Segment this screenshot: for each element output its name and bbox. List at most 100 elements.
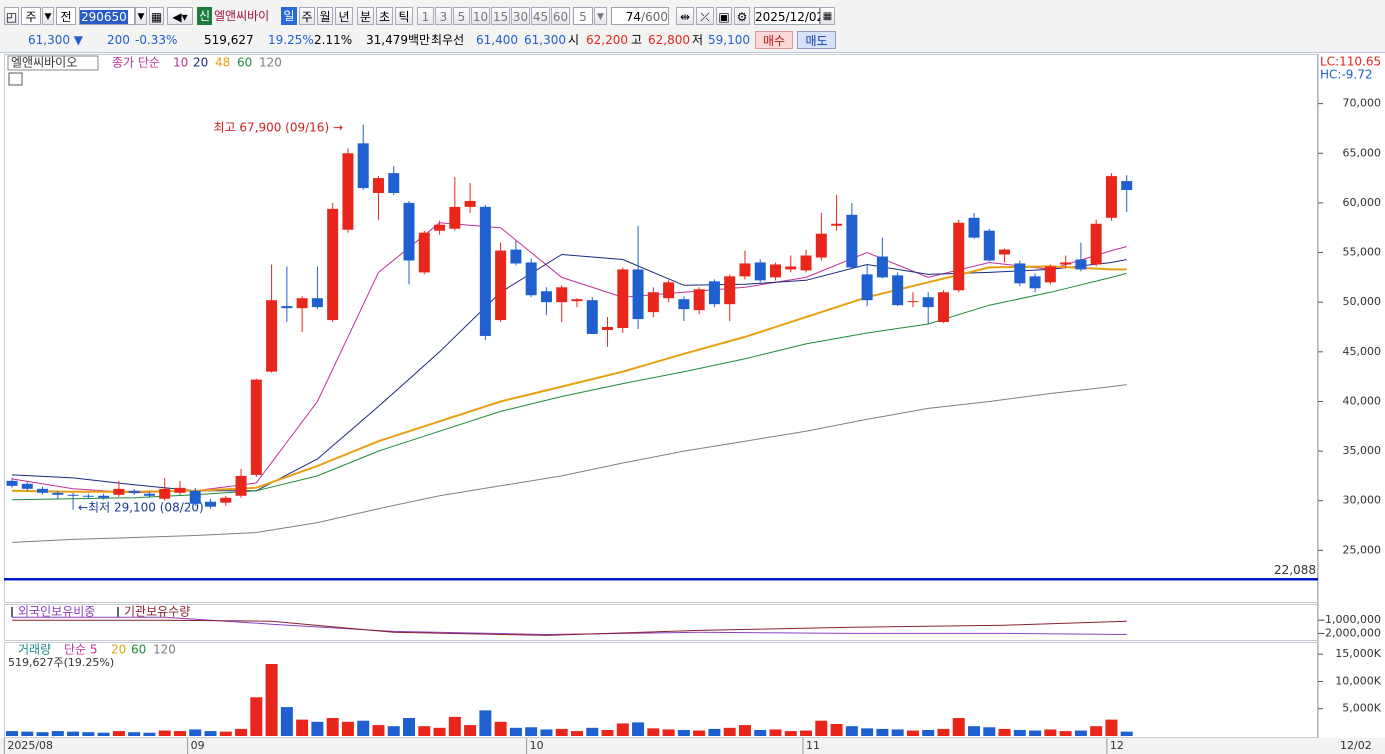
y-tick-label: 15,000K: [1335, 647, 1381, 660]
y-tick-label: 50,000: [1343, 295, 1382, 308]
volume-ma-period: 60: [131, 643, 146, 657]
candle-body: [1105, 176, 1117, 218]
candle-body: [403, 202, 415, 261]
candle-body: [571, 299, 583, 302]
icon[interactable]: [8, 72, 23, 86]
candle-body: [1044, 266, 1056, 283]
search[interactable]: ▦: [149, 7, 164, 25]
volume-bar: [173, 731, 186, 736]
tool[interactable]: ⤫: [696, 7, 714, 25]
volume-bar: [708, 728, 721, 736]
flow-line: [12, 616, 1127, 636]
volume-bar: [632, 722, 645, 736]
candle-body: [861, 274, 873, 301]
x-tick-label: 11: [806, 739, 820, 752]
minute-button[interactable]: 15: [491, 7, 510, 25]
settings[interactable]: ⚙: [734, 7, 750, 25]
volume-bar: [693, 730, 706, 736]
period-button[interactable]: 분: [357, 7, 374, 25]
period-button[interactable]: 년: [335, 7, 353, 25]
minute-button[interactable]: 3: [435, 7, 452, 25]
candle-body: [846, 214, 858, 268]
high-label: 고: [631, 33, 643, 47]
save[interactable]: ▣: [716, 7, 732, 25]
legend-entry: 외국인보유비중: [18, 605, 95, 619]
candle-body: [983, 230, 995, 261]
y-tick-label: 35,000: [1343, 444, 1382, 457]
volume-bar: [143, 732, 156, 736]
tool[interactable]: ⇹: [676, 7, 694, 25]
count-box[interactable]: 5: [573, 7, 593, 25]
volume-bar: [494, 721, 507, 736]
best-label: 최우선: [431, 33, 465, 47]
volume-bar: [647, 728, 660, 736]
volume-bar: [418, 726, 431, 736]
period-button[interactable]: 월: [317, 7, 333, 25]
period-button[interactable]: 주: [299, 7, 315, 25]
icon[interactable]: ◰: [4, 7, 19, 25]
volume-bar: [922, 730, 935, 736]
period-button[interactable]: 일: [281, 7, 297, 25]
market[interactable]: 주: [21, 7, 41, 25]
dropdown[interactable]: ▼: [135, 7, 147, 25]
volume-bar: [36, 732, 49, 736]
sound[interactable]: ◀▾: [167, 7, 193, 25]
lc-label: LC:110.65: [1320, 55, 1381, 69]
buy-button[interactable]: 매수: [755, 31, 793, 49]
volume-info: 519,627주(19.25%): [8, 656, 114, 669]
minute-button[interactable]: 10: [471, 7, 490, 25]
volume-bar: [250, 697, 263, 736]
candle-body: [266, 300, 278, 372]
legend-entry: 120: [259, 56, 282, 70]
prev[interactable]: 전: [56, 7, 76, 25]
minute-button[interactable]: 30: [511, 7, 530, 25]
x-tick-label: 09: [191, 739, 205, 752]
minute-button[interactable]: 1: [417, 7, 434, 25]
date-field[interactable]: 2025/12/02: [754, 7, 824, 25]
open-label: 시: [568, 33, 580, 47]
volume-bar: [769, 729, 782, 736]
candle-body: [968, 217, 980, 238]
candle-body: [1029, 276, 1041, 289]
sell-button[interactable]: 매도: [797, 31, 836, 49]
high: 62,800: [648, 33, 690, 47]
count-field[interactable]: 74/600: [611, 7, 669, 25]
volume-bar: [1059, 731, 1072, 736]
minute-button[interactable]: 5: [453, 7, 470, 25]
volume-bar: [21, 731, 34, 736]
dropdown[interactable]: ▼: [594, 7, 607, 25]
y-tick-label: 5,000K: [1342, 702, 1381, 715]
volume-bar: [983, 727, 996, 736]
candle-body: [113, 488, 125, 495]
candle-body: [1014, 263, 1026, 284]
low: 59,100: [708, 33, 750, 47]
candle-body: [250, 379, 262, 475]
period-button[interactable]: 틱: [395, 7, 413, 25]
volume-bar: [280, 707, 293, 736]
volume-bar: [555, 728, 568, 736]
volume-bar: [1105, 719, 1118, 736]
volume-bar: [296, 719, 309, 736]
candle-body: [540, 291, 552, 303]
code-input[interactable]: 290650: [79, 7, 135, 25]
volume-bar: [509, 727, 522, 736]
minute-button[interactable]: 45: [531, 7, 550, 25]
candle-body: [693, 289, 705, 311]
volume-bar: [1120, 731, 1133, 736]
low-label: 저: [692, 33, 704, 47]
minute-button[interactable]: 60: [551, 7, 570, 25]
volume-bar: [937, 728, 950, 736]
flow-line: [12, 619, 1127, 636]
candle-body: [82, 495, 94, 497]
candle-body: [311, 298, 323, 308]
price: 61,300 ▼: [28, 33, 84, 47]
volume-bar: [265, 664, 278, 736]
toolbar: ◰ 주 ▼ 전 290650 ▼ ▦ ◀▾ 신 엘앤씨바이 일 주 월 년 분 …: [0, 0, 1385, 53]
candle-body: [434, 224, 446, 231]
dropdown[interactable]: ▼: [42, 7, 54, 25]
calendar[interactable]: ▦: [820, 7, 835, 25]
candle-body: [37, 488, 49, 493]
candle-body: [678, 299, 690, 310]
period-button[interactable]: 초: [376, 7, 393, 25]
